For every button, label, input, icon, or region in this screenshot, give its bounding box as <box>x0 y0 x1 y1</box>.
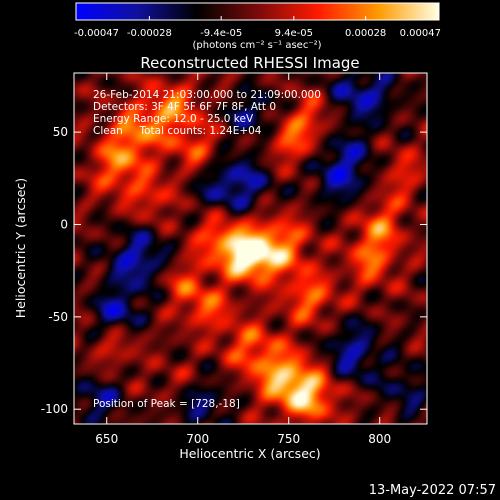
colorbar-ticks: -0.00047 -0.00028 -9.4e-05 9.4e-05 0.00028 0.… <box>74 16 441 39</box>
colorbar-tick-label: 9.4e-05 <box>275 28 313 39</box>
annotation-clean-counts: Clean Total counts: 1.24E+04 <box>93 125 262 137</box>
colorbar-units-label: (photons cm⁻² s⁻¹ asec⁻²) <box>192 40 321 51</box>
x-axis-title: Heliocentric X (arcsec) <box>179 446 320 461</box>
peak-position-label: Position of Peak = [728,-18] <box>93 398 240 410</box>
y-axis-tick-label: -50 <box>48 310 68 324</box>
x-axis-tick-label: 800 <box>368 432 391 446</box>
colorbar-tick-label: -0.00047 <box>74 28 119 39</box>
x-axis-tick-label: 650 <box>95 432 118 446</box>
x-axis-tick-label: 700 <box>186 432 209 446</box>
colorbar-tick-label: -9.4e-05 <box>200 28 242 39</box>
footer-timestamp: 13-May-2022 07:57 <box>369 483 496 498</box>
x-axis-ticks: 650 700 750 800 <box>95 73 391 446</box>
annotation-detectors: Detectors: 3F 4F 5F 6F 7F 8F, Att 0 <box>93 101 276 113</box>
plot-frame <box>73 72 428 425</box>
colorbar-tick-label: 0.00028 <box>345 28 386 39</box>
y-axis-title: Heliocentric Y (arcsec) <box>13 178 28 318</box>
y-axis-tick-label: 50 <box>53 125 68 139</box>
y-axis-tick-label: 0 <box>60 217 68 231</box>
info-annotations: 26-Feb-2014 21:03:00.000 to 21:09:00.000… <box>93 89 321 137</box>
colorbar-bar <box>75 2 440 21</box>
annotation-energy-range: Energy Range: 12.0 - 25.0 keV <box>93 113 254 125</box>
colorbar-tick-label: 0.00047 <box>400 28 441 39</box>
x-axis-tick-label: 750 <box>277 432 300 446</box>
image-area <box>74 73 427 424</box>
y-axis-ticks: -100 -50 0 50 <box>41 125 427 416</box>
y-axis-tick-label: -100 <box>41 402 68 416</box>
annotation-time-range: 26-Feb-2014 21:03:00.000 to 21:09:00.000 <box>93 89 321 101</box>
colorbar: -0.00047 -0.00028 -9.4e-05 9.4e-05 0.00028 0.… <box>74 2 441 51</box>
colorbar-tick-label: -0.00028 <box>127 28 172 39</box>
chart-title: Reconstructed RHESSI Image <box>140 54 359 72</box>
heatmap-image <box>74 73 427 424</box>
